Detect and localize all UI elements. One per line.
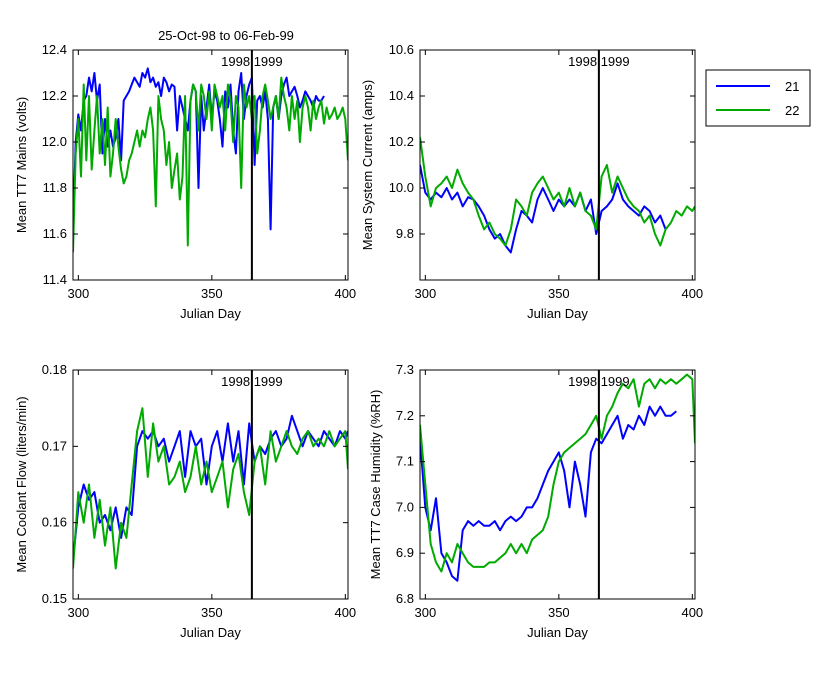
axes-frame bbox=[419, 49, 696, 281]
chart-panel-2: 1998 1999 300 350 400 9.8 10.0 10.2 10.4 10.6 Jul… bbox=[360, 42, 703, 321]
y-axis-label: Mean Coolant Flow (liters/min) bbox=[14, 396, 29, 572]
y-tick-label: 11.8 bbox=[43, 180, 67, 195]
year-boundary-label: 1998 1999 bbox=[568, 54, 629, 69]
y-axis-label: Mean TT7 Case Humidity (%RH) bbox=[368, 390, 383, 580]
y-tick-label: 12.4 bbox=[42, 42, 67, 57]
series-line-22 bbox=[73, 407, 348, 570]
y-tick-label: 0.16 bbox=[42, 515, 67, 530]
y-tick-label: 12.2 bbox=[42, 88, 67, 103]
year-boundary-label: 1998 1999 bbox=[568, 374, 629, 389]
x-tick-label: 350 bbox=[201, 286, 223, 301]
legend-label-21: 21 bbox=[785, 79, 799, 94]
y-tick-label: 11.6 bbox=[43, 226, 67, 241]
series-line-22 bbox=[420, 137, 695, 247]
year-boundary-label: 1998 1999 bbox=[221, 54, 282, 69]
y-tick-label: 0.18 bbox=[42, 362, 67, 377]
x-axis-label: Julian Day bbox=[527, 306, 588, 321]
series-line-21 bbox=[73, 414, 348, 561]
axes-frame bbox=[72, 49, 349, 281]
series-line-21 bbox=[73, 67, 325, 231]
chart-panel-4: 1998 1999 300 350 400 6.8 6.9 7.0 7.1 7.2 7.3 Juli… bbox=[368, 362, 703, 640]
y-axis-label: Mean System Current (amps) bbox=[360, 80, 375, 251]
series-line-22 bbox=[73, 76, 348, 253]
y-tick-label: 10.4 bbox=[389, 88, 414, 103]
y-tick-label: 9.8 bbox=[396, 226, 414, 241]
y-tick-label: 10.0 bbox=[389, 180, 414, 195]
legend-label-22: 22 bbox=[785, 103, 799, 118]
x-tick-label: 350 bbox=[201, 605, 223, 620]
x-tick-label: 300 bbox=[67, 286, 89, 301]
axes-frame bbox=[419, 369, 696, 600]
y-tick-label: 11.4 bbox=[43, 272, 67, 287]
x-axis-label: Julian Day bbox=[527, 625, 588, 640]
legend-box bbox=[705, 69, 811, 127]
y-tick-label: 10.6 bbox=[389, 42, 414, 57]
figure-title: 25-Oct-98 to 06-Feb-99 bbox=[158, 28, 294, 43]
y-tick-label: 6.8 bbox=[396, 591, 414, 606]
y-tick-label: 6.9 bbox=[396, 545, 414, 560]
y-tick-label: 0.15 bbox=[42, 591, 67, 606]
y-tick-label: 7.1 bbox=[396, 454, 414, 469]
y-axis-label: Mean TT7 Mains (volts) bbox=[14, 97, 29, 233]
y-tick-label: 10.2 bbox=[389, 134, 414, 149]
y-tick-label: 7.3 bbox=[396, 362, 414, 377]
chart-panel-3: 1998 1999 300 350 400 0.15 0.16 0.17 0.18 Julian… bbox=[14, 362, 356, 640]
series-line-21 bbox=[420, 164, 667, 254]
legend: 21 22 bbox=[705, 69, 811, 127]
x-axis-label: Julian Day bbox=[180, 306, 241, 321]
x-tick-label: 300 bbox=[67, 605, 89, 620]
x-tick-label: 350 bbox=[548, 286, 570, 301]
series-line-21 bbox=[420, 405, 677, 582]
series-line-22 bbox=[420, 373, 695, 573]
y-tick-label: 7.2 bbox=[396, 408, 414, 423]
y-tick-label: 7.0 bbox=[396, 499, 414, 514]
axes-frame bbox=[72, 369, 349, 600]
year-boundary-label: 1998 1999 bbox=[221, 374, 282, 389]
chart-panels: 1998 1999 300 350 400 11.4 11.6 11.8 12.0 12.2 12… bbox=[14, 42, 703, 640]
x-tick-label: 300 bbox=[414, 605, 436, 620]
x-tick-label: 300 bbox=[414, 286, 436, 301]
y-tick-label: 12.0 bbox=[42, 134, 67, 149]
x-axis-label: Julian Day bbox=[180, 625, 241, 640]
y-tick-label: 0.17 bbox=[42, 438, 67, 453]
x-tick-label: 400 bbox=[334, 286, 356, 301]
chart-panel-1: 1998 1999 300 350 400 11.4 11.6 11.8 12.0 12.2 12… bbox=[14, 42, 356, 321]
x-tick-label: 400 bbox=[681, 286, 703, 301]
x-tick-label: 400 bbox=[681, 605, 703, 620]
x-tick-label: 350 bbox=[548, 605, 570, 620]
x-tick-label: 400 bbox=[334, 605, 356, 620]
